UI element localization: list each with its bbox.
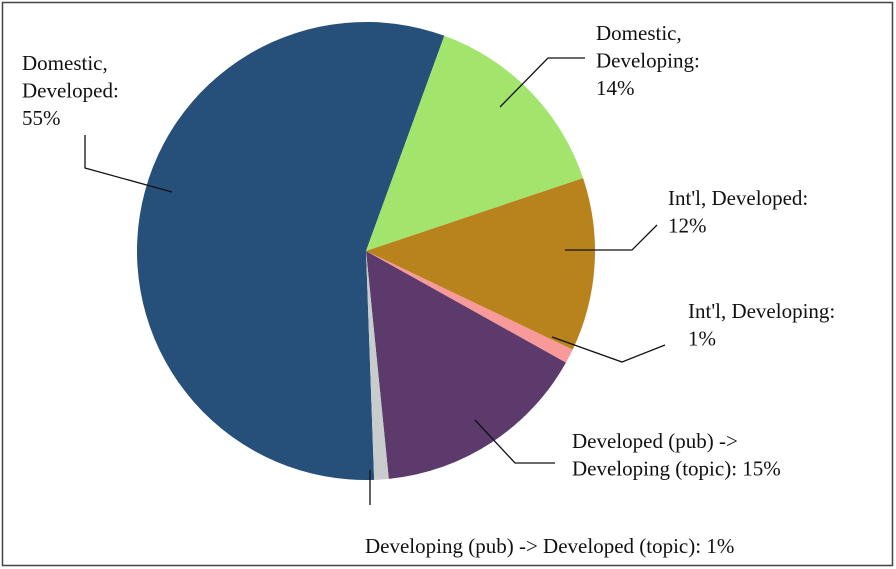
- slice-label: Domestic,: [596, 21, 682, 45]
- leader-line: [565, 224, 658, 251]
- pie-slice: [136, 22, 445, 481]
- slice-label: Developed (pub) ->: [572, 429, 738, 453]
- pie-slice: [366, 251, 389, 480]
- slice-label: Developing:: [596, 49, 700, 73]
- slice-label: 55%: [22, 106, 61, 130]
- slice-label: Developed:: [22, 79, 119, 103]
- pie-slice: [366, 251, 573, 363]
- pie-slice: [366, 35, 584, 251]
- pie-slice: [366, 178, 596, 350]
- slice-label: Developing (pub) -> Developed (topic): 1…: [365, 534, 734, 558]
- leader-line: [499, 57, 585, 108]
- slice-label: Domestic,: [22, 51, 108, 75]
- slice-label: 1%: [688, 327, 716, 351]
- slice-label: 12%: [668, 214, 707, 238]
- slice-label: 14%: [596, 76, 635, 100]
- leader-line: [474, 419, 555, 464]
- pie-slice: [366, 251, 566, 479]
- slice-label: Int'l, Developing:: [688, 299, 835, 323]
- leader-line: [84, 135, 173, 193]
- leader-line: [551, 336, 666, 363]
- slice-label: Int'l, Developed:: [668, 186, 808, 210]
- slice-label: Developing (topic): 15%: [572, 457, 781, 481]
